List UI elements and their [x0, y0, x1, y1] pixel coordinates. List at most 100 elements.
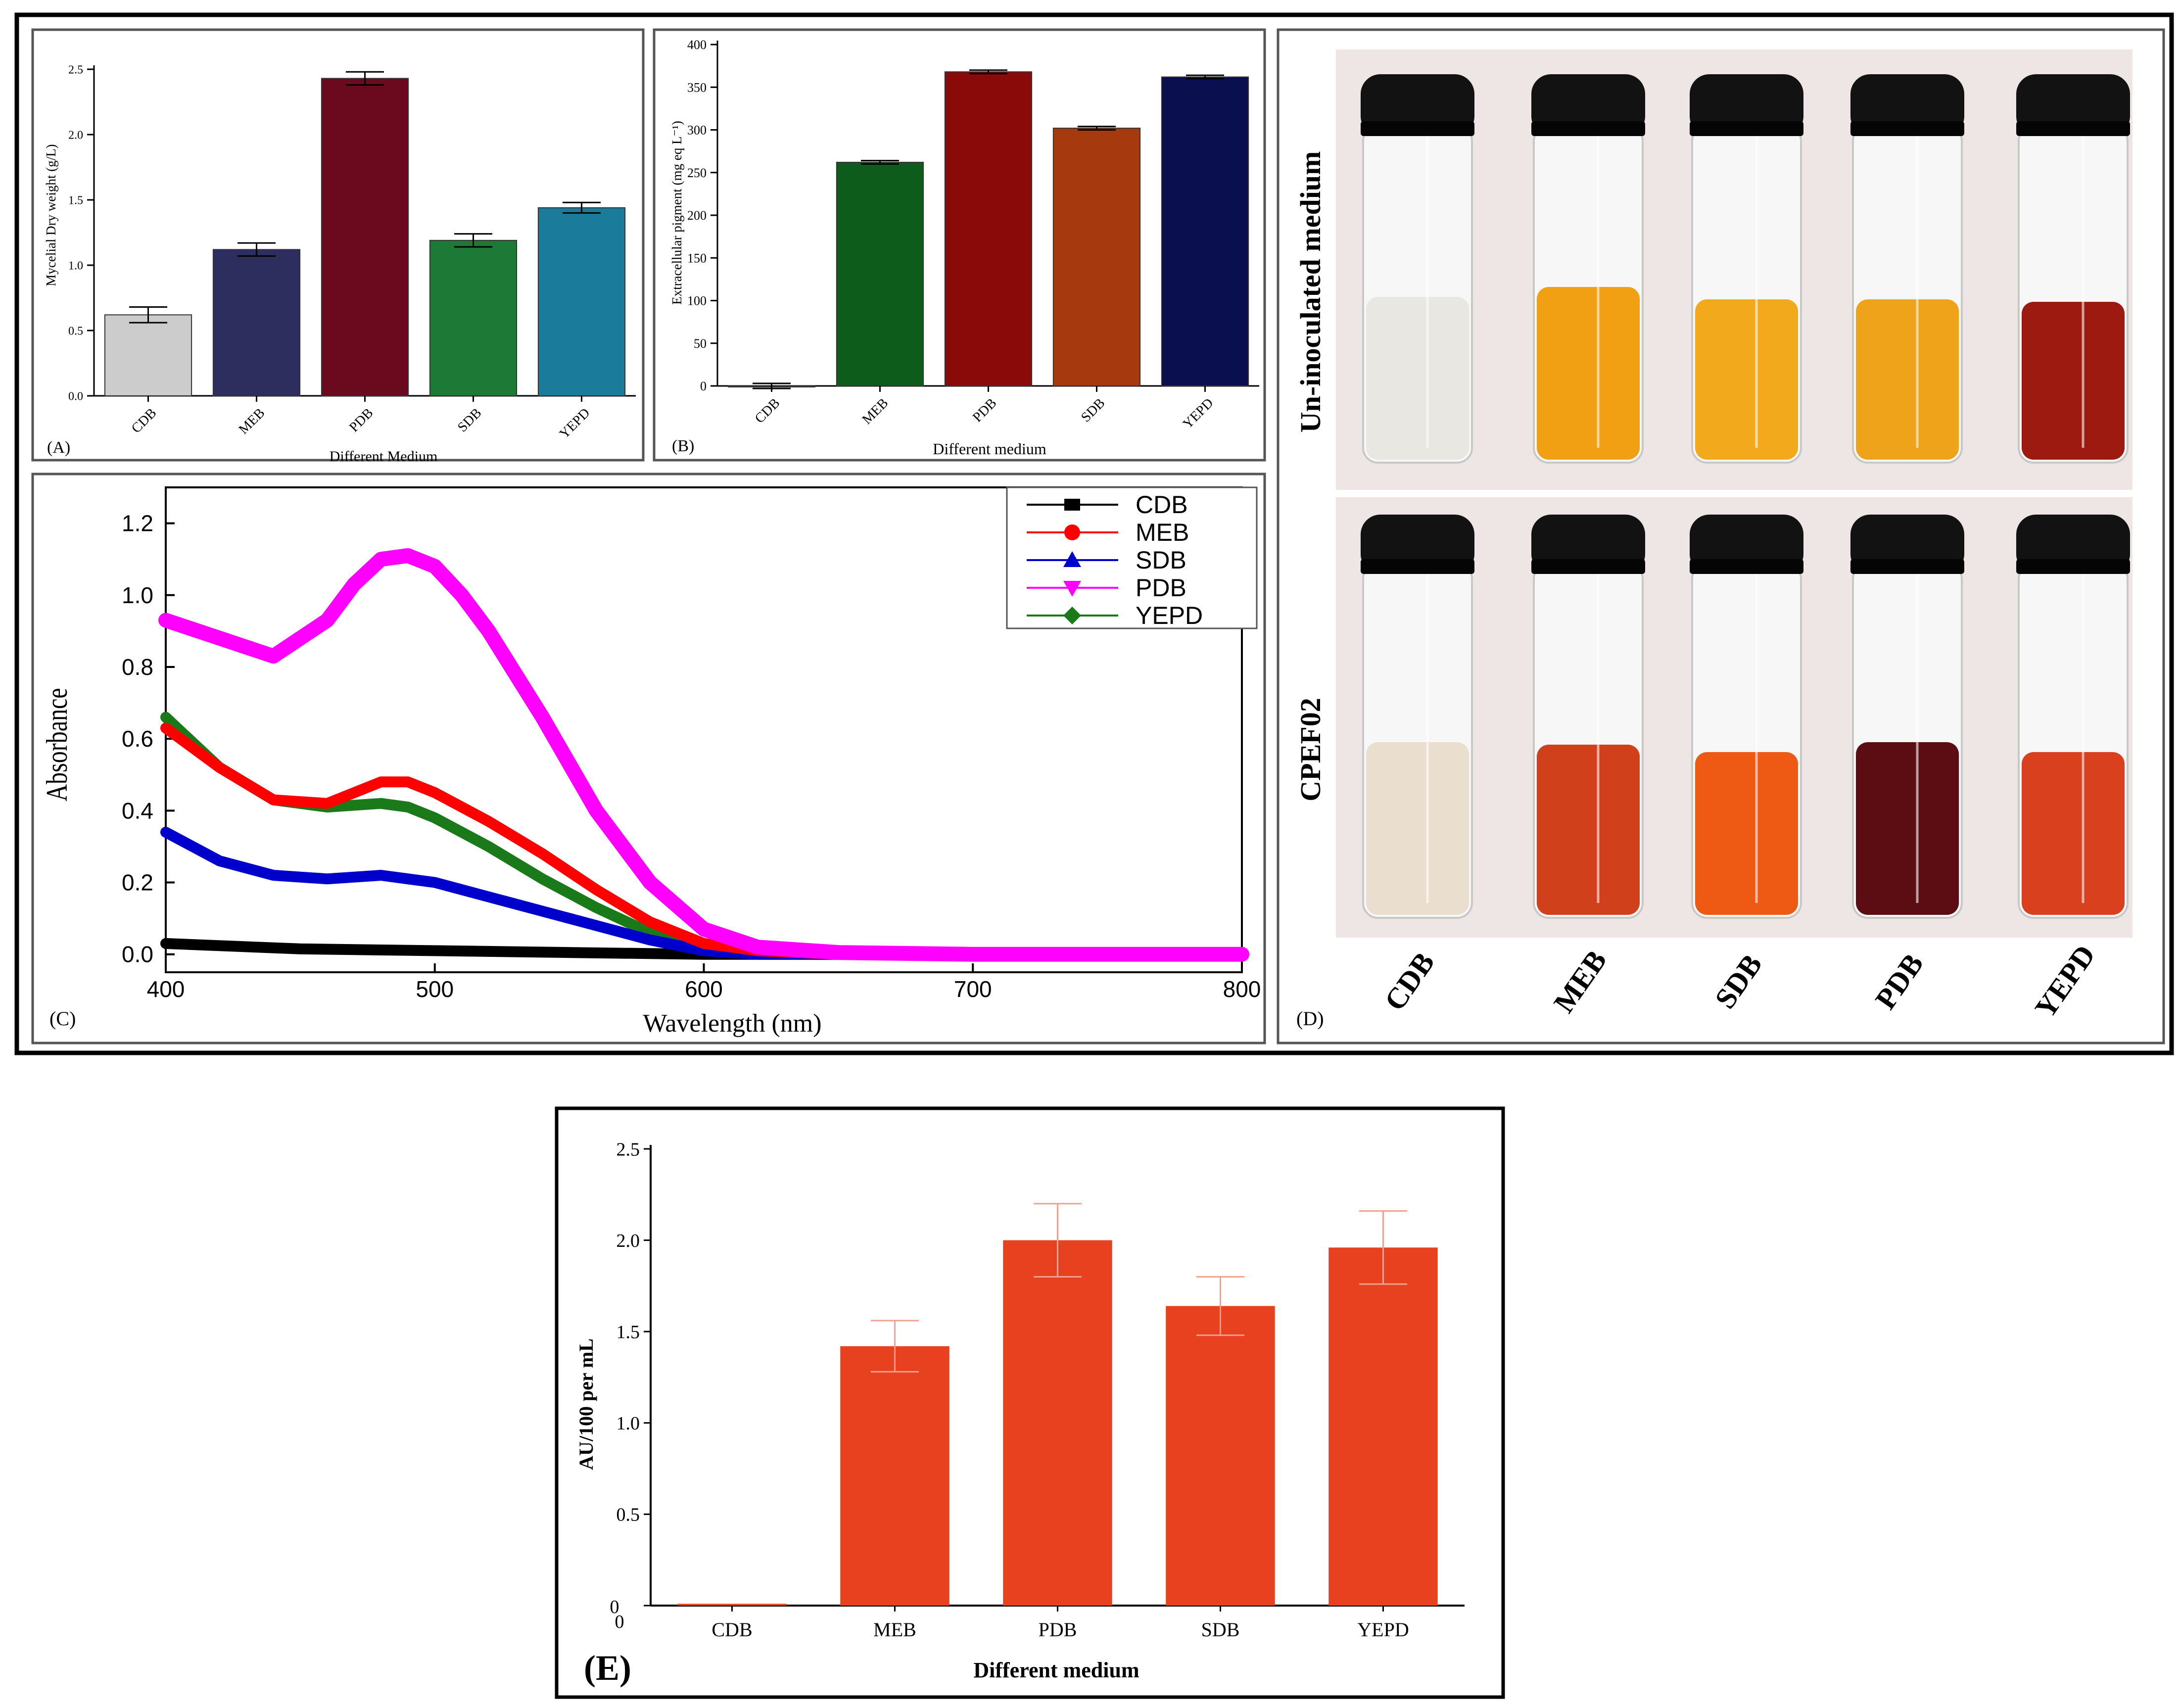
legend-marker-triangle-down: [1063, 581, 1081, 597]
x-tick-label: 800: [1223, 976, 1261, 1002]
bar-meb: [840, 1346, 949, 1606]
tube-photos: [1361, 74, 2130, 919]
legend-label-pdb: PDB: [1136, 574, 1186, 602]
tube-liquid-uninoculated-sdb: [1695, 299, 1798, 460]
x-tick-label: PDB: [1039, 1618, 1077, 1641]
tube-cap-rim: [1531, 121, 1645, 136]
tube-liquid-uninoculated-cdb: [1366, 297, 1469, 460]
panel-e-label: (E): [584, 1648, 631, 1688]
x-tick-label: MEB: [873, 1618, 916, 1641]
panel-d: Un-inoculated medium CPEF02 CDB MEB SDB PDB…: [1277, 28, 2165, 1044]
bar-pdb: [944, 71, 1033, 386]
y-tick-label: 0.0: [68, 390, 83, 403]
series-line-pdb: [158, 548, 1249, 962]
bar-pdb: [321, 78, 409, 397]
y-tick-label: 2.5: [616, 1139, 640, 1160]
bar-pdb: [1003, 1240, 1112, 1606]
chart-b-xlabel: Different medium: [933, 440, 1046, 458]
bar-sdb: [429, 239, 518, 396]
chart-e-zero-label-2: 0: [615, 1612, 624, 1632]
y-tick-label: 50: [694, 336, 707, 351]
tube-cap-rim: [1690, 559, 1803, 574]
chart-a-xlabel: Different Medium: [330, 448, 438, 465]
x-tick-label: 600: [685, 976, 723, 1002]
y-tick-label: 200: [687, 208, 707, 223]
figure-frame: [14, 12, 2174, 1055]
legend-marker-triangle: [1063, 551, 1081, 567]
panel-c: 0.0 0.2 0.4 0.6 0.8 1.0 1.2 400 500 600 700 800 CDBM…: [31, 473, 1266, 1044]
y-tick-label: 0.5: [68, 325, 83, 337]
bar-meb: [212, 249, 301, 396]
bar-sdb: [1166, 1306, 1275, 1606]
tube-liquid-cpef02-yepd: [2022, 752, 2125, 915]
y-tick-label: 250: [687, 166, 707, 180]
x-tick-label: 400: [147, 976, 185, 1002]
panel-b-label: (B): [672, 437, 694, 455]
bar-yepd: [1328, 1247, 1438, 1606]
legend-label-sdb: SDB: [1136, 546, 1186, 574]
legend-marker-square: [1064, 499, 1080, 511]
tube-cap: [1361, 74, 1474, 136]
chart-e-ylabel: AU/100 per mL: [575, 1338, 597, 1470]
tube-liquid-cpef02-cdb: [1366, 742, 1469, 915]
tube-liquid-cpef02-pdb: [1856, 742, 1959, 915]
x-tick-label: 700: [954, 976, 992, 1002]
panel-a-label: (A): [47, 438, 70, 457]
y-tick-label: 0.8: [122, 654, 153, 680]
chart-e-zero-label-1: 0: [610, 1597, 619, 1617]
y-tick-label: 1.5: [68, 194, 83, 207]
panel-d-label: (D): [1296, 1007, 1324, 1030]
tube-cap: [2016, 74, 2130, 136]
bar-cdb: [104, 314, 192, 396]
chart-e-plot: 0.5 1.0 1.5 2.0 2.5 CDB MEB PDB SDB YEPD: [616, 1139, 1465, 1641]
y-tick-label: 150: [687, 251, 707, 265]
x-tick-label: SDB: [1201, 1618, 1240, 1641]
bar-yepd: [537, 207, 626, 396]
tube-liquid-uninoculated-yepd: [2022, 302, 2125, 460]
tube-cap-rim: [2016, 559, 2130, 574]
chart-c-xlabel: Wavelength (nm): [643, 1009, 821, 1038]
row-label-cpef02: CPEF02: [1294, 698, 1327, 801]
y-tick-label: 2.0: [616, 1231, 640, 1251]
tube-cap-rim: [1531, 559, 1645, 574]
tube-cap-rim: [1850, 121, 1964, 136]
y-tick-label: 2.0: [68, 129, 83, 142]
y-tick-label: 1.2: [122, 511, 153, 536]
legend-label-meb: MEB: [1136, 519, 1189, 546]
y-tick-label: 0.2: [122, 870, 153, 896]
x-tick-label: YEPD: [1357, 1618, 1409, 1641]
tube-liquid-cpef02-meb: [1537, 745, 1640, 915]
tube-cap-rim: [1361, 559, 1474, 574]
y-tick-label: 0: [700, 379, 707, 393]
tube-cap-rim: [1361, 121, 1474, 136]
chart-c-ylabel: Absorbance: [41, 688, 73, 801]
bar-cdb: [677, 1604, 787, 1606]
y-tick-label: 1.0: [122, 582, 153, 608]
tube-cap-rim: [1690, 121, 1803, 136]
chart-a-ylabel: Mycelial Dry weight (g/L): [44, 144, 58, 286]
y-tick-label: 1.5: [616, 1322, 640, 1343]
legend-label-yepd: YEPD: [1136, 602, 1203, 629]
tube-cap-rim: [2016, 121, 2130, 136]
tube-liquid-cpef02-sdb: [1695, 752, 1798, 915]
legend-label-cdb: CDB: [1136, 491, 1188, 519]
bar-meb: [836, 162, 924, 386]
bar-sdb: [1052, 128, 1141, 386]
tube-cap: [1850, 74, 1964, 136]
y-tick-label: 0.6: [122, 726, 153, 752]
y-tick-label: 2.5: [68, 63, 83, 76]
chart-c-plot: 0.0 0.2 0.4 0.6 0.8 1.0 1.2 400 500 600 700 800 CDBM…: [122, 486, 1261, 1002]
y-tick-label: 1.0: [68, 259, 83, 272]
y-tick-label: 300: [687, 123, 707, 138]
legend-marker-diamond: [1063, 607, 1081, 624]
tube-cap: [1531, 74, 1645, 136]
y-tick-label: 0.5: [616, 1505, 640, 1525]
y-tick-label: 1.0: [616, 1413, 640, 1434]
y-tick-label: 0.0: [122, 942, 153, 967]
tube-liquid-uninoculated-meb: [1537, 287, 1640, 460]
panel-e: 0.5 1.0 1.5 2.0 2.5 CDB MEB PDB SDB YEPD AU/100 p…: [555, 1106, 1505, 1699]
x-tick-label: 500: [416, 976, 454, 1002]
